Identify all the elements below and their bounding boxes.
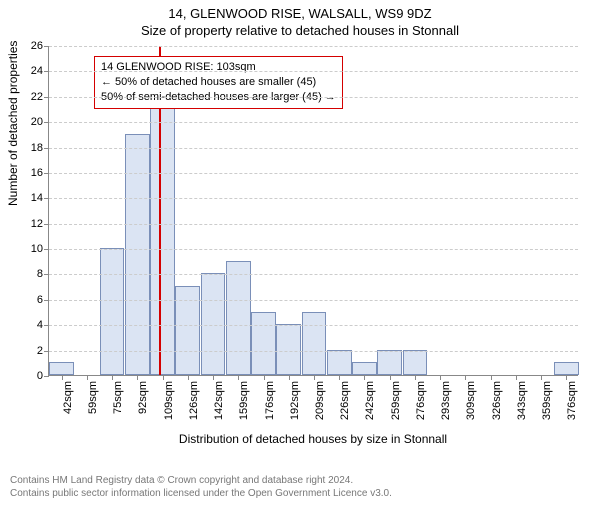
y-axis-label: Number of detached properties — [6, 41, 20, 206]
xtick-label: 142sqm — [213, 381, 225, 420]
histogram-bar — [327, 350, 352, 375]
ytick-label: 2 — [37, 345, 49, 357]
xtick-mark — [415, 375, 416, 380]
gridline — [49, 274, 578, 275]
histogram-bar — [276, 324, 301, 375]
xtick-label: 226sqm — [339, 381, 351, 420]
ytick-label: 6 — [37, 294, 49, 306]
xtick-label: 343sqm — [516, 381, 528, 420]
xtick-mark — [112, 375, 113, 380]
xtick-mark — [491, 375, 492, 380]
xtick-mark — [238, 375, 239, 380]
histogram-bar — [251, 312, 276, 375]
xtick-label: 126sqm — [188, 381, 200, 420]
xtick-label: 109sqm — [163, 381, 175, 420]
histogram-bar — [49, 362, 74, 375]
ytick-label: 12 — [31, 218, 49, 230]
annotation-box: 14 GLENWOOD RISE: 103sqm ← 50% of detach… — [94, 56, 343, 109]
xtick-mark — [465, 375, 466, 380]
xtick-mark — [188, 375, 189, 380]
xtick-mark — [62, 375, 63, 380]
xtick-label: 376sqm — [566, 381, 578, 420]
histogram-bar — [554, 362, 579, 375]
annotation-line1: 14 GLENWOOD RISE: 103sqm — [101, 60, 336, 75]
gridline — [49, 249, 578, 250]
xtick-mark — [516, 375, 517, 380]
gridline — [49, 173, 578, 174]
xtick-mark — [364, 375, 365, 380]
xtick-mark — [440, 375, 441, 380]
gridline — [49, 351, 578, 352]
xtick-label: 293sqm — [440, 381, 452, 420]
histogram-bar — [377, 350, 402, 375]
xtick-label: 192sqm — [289, 381, 301, 420]
xtick-label: 359sqm — [541, 381, 553, 420]
histogram-bar — [125, 134, 150, 375]
xtick-label: 75sqm — [112, 381, 124, 414]
gridline — [49, 46, 578, 47]
gridline — [49, 300, 578, 301]
gridline — [49, 198, 578, 199]
gridline — [49, 148, 578, 149]
histogram-bar — [302, 312, 327, 375]
ytick-label: 10 — [31, 243, 49, 255]
xtick-mark — [163, 375, 164, 380]
xtick-label: 242sqm — [364, 381, 376, 420]
ytick-label: 0 — [37, 370, 49, 382]
ytick-label: 4 — [37, 319, 49, 331]
histogram-bar — [226, 261, 251, 375]
page-subtitle: Size of property relative to detached ho… — [0, 23, 600, 38]
attribution-footer: Contains HM Land Registry data © Crown c… — [10, 474, 392, 500]
histogram-bar — [150, 70, 175, 375]
xtick-label: 326sqm — [491, 381, 503, 420]
gridline — [49, 224, 578, 225]
page-title: 14, GLENWOOD RISE, WALSALL, WS9 9DZ — [0, 6, 600, 21]
histogram-bar — [352, 362, 377, 375]
xtick-mark — [213, 375, 214, 380]
ytick-label: 8 — [37, 268, 49, 280]
xtick-mark — [264, 375, 265, 380]
histogram-bar — [100, 248, 125, 375]
xtick-label: 59sqm — [87, 381, 99, 414]
gridline — [49, 71, 578, 72]
plot-area: 14 GLENWOOD RISE: 103sqm ← 50% of detach… — [48, 46, 578, 376]
xtick-mark — [339, 375, 340, 380]
ytick-label: 18 — [31, 142, 49, 154]
histogram-chart: 14 GLENWOOD RISE: 103sqm ← 50% of detach… — [48, 46, 578, 376]
xtick-mark — [566, 375, 567, 380]
gridline — [49, 97, 578, 98]
xtick-label: 176sqm — [264, 381, 276, 420]
ytick-label: 16 — [31, 167, 49, 179]
ytick-label: 20 — [31, 116, 49, 128]
ytick-label: 26 — [31, 40, 49, 52]
xtick-mark — [314, 375, 315, 380]
xtick-mark — [390, 375, 391, 380]
xtick-label: 92sqm — [137, 381, 149, 414]
xtick-label: 309sqm — [465, 381, 477, 420]
histogram-bar — [403, 350, 428, 375]
ytick-label: 24 — [31, 65, 49, 77]
footer-line1: Contains HM Land Registry data © Crown c… — [10, 474, 392, 487]
xtick-label: 209sqm — [314, 381, 326, 420]
xtick-mark — [137, 375, 138, 380]
xtick-label: 42sqm — [62, 381, 74, 414]
annotation-line2: ← 50% of detached houses are smaller (45… — [101, 75, 336, 90]
xtick-label: 259sqm — [390, 381, 402, 420]
x-axis-label: Distribution of detached houses by size … — [48, 432, 578, 446]
footer-line2: Contains public sector information licen… — [10, 487, 392, 500]
gridline — [49, 122, 578, 123]
xtick-mark — [541, 375, 542, 380]
xtick-mark — [289, 375, 290, 380]
ytick-label: 14 — [31, 192, 49, 204]
xtick-label: 276sqm — [415, 381, 427, 420]
xtick-mark — [87, 375, 88, 380]
ytick-label: 22 — [31, 91, 49, 103]
xtick-label: 159sqm — [238, 381, 250, 420]
gridline — [49, 325, 578, 326]
